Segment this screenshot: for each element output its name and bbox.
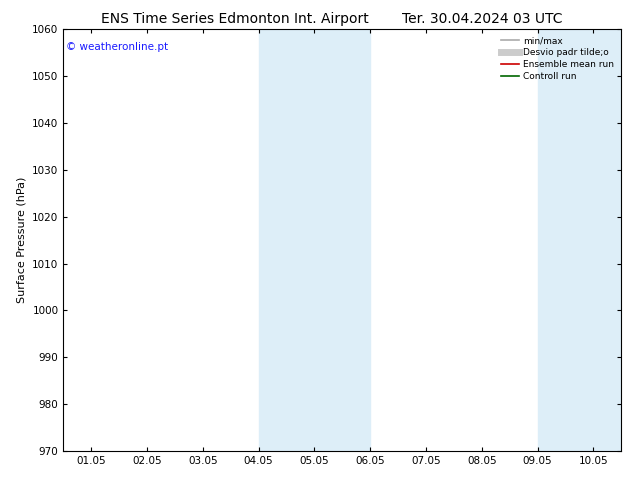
Legend: min/max, Desvio padr tilde;o, Ensemble mean run, Controll run: min/max, Desvio padr tilde;o, Ensemble m… — [498, 34, 617, 83]
Bar — [538, 29, 621, 451]
Text: ENS Time Series Edmonton Int. Airport: ENS Time Series Edmonton Int. Airport — [101, 12, 368, 26]
Bar — [259, 29, 370, 451]
Y-axis label: Surface Pressure (hPa): Surface Pressure (hPa) — [16, 177, 27, 303]
Text: Ter. 30.04.2024 03 UTC: Ter. 30.04.2024 03 UTC — [401, 12, 562, 26]
Text: © weatheronline.pt: © weatheronline.pt — [66, 42, 168, 52]
